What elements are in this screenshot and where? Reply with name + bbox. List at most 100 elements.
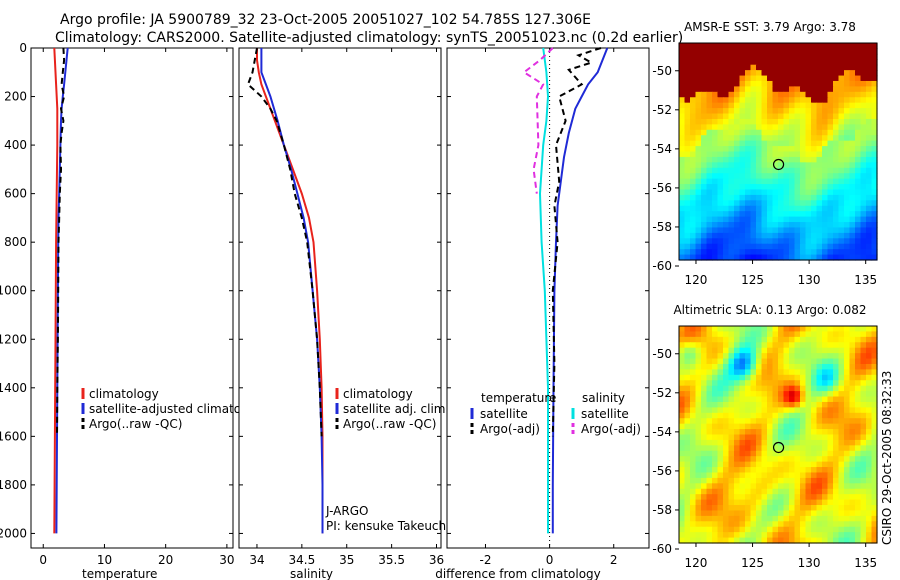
map-cell <box>706 434 713 441</box>
map-cell <box>855 456 862 463</box>
map-cell <box>816 429 823 436</box>
map-cell <box>772 178 779 185</box>
map-cell <box>734 353 741 360</box>
map-cell <box>701 118 708 125</box>
map-cell <box>838 537 845 544</box>
map-cell <box>833 515 840 522</box>
map-cell <box>679 249 686 256</box>
map-cell <box>866 526 873 533</box>
map-cell <box>706 140 713 147</box>
map-cell <box>844 80 851 87</box>
map-cell <box>783 162 790 169</box>
map-cell <box>860 162 867 169</box>
map-cell <box>684 102 691 109</box>
map-cell <box>827 43 834 50</box>
map-cell <box>778 216 785 223</box>
map-cell <box>745 80 752 87</box>
map-cell <box>772 249 779 256</box>
map-cell <box>712 385 719 392</box>
map-cell <box>712 494 719 501</box>
map-cell <box>805 113 812 120</box>
map-cell <box>794 472 801 479</box>
map-cell <box>844 347 851 354</box>
map-cell <box>844 336 851 343</box>
map-cell <box>684 331 691 338</box>
map-cell <box>723 129 730 136</box>
map-cell <box>855 64 862 71</box>
map-cell <box>778 401 785 408</box>
map-cell <box>750 521 757 528</box>
map-cell <box>827 412 834 419</box>
map-cell <box>728 461 735 468</box>
map-cell <box>745 129 752 136</box>
map-cell <box>833 537 840 544</box>
map-cell <box>723 326 730 333</box>
map-cell <box>811 189 818 196</box>
map-cell <box>717 178 724 185</box>
map-cell <box>761 118 768 125</box>
map-cell <box>844 64 851 71</box>
map-cell <box>723 396 730 403</box>
map-cell <box>756 510 763 517</box>
map-cell <box>827 129 834 136</box>
map-cell <box>789 450 796 457</box>
map-cell <box>855 358 862 365</box>
map-cell <box>866 450 873 457</box>
map-cell <box>761 64 768 71</box>
map-cell <box>772 86 779 93</box>
map-cell <box>750 118 757 125</box>
map-cell <box>855 162 862 169</box>
map-cell <box>745 461 752 468</box>
map-cell <box>833 439 840 446</box>
map-cell <box>756 363 763 370</box>
map-cell <box>811 254 818 261</box>
map-cell <box>794 135 801 142</box>
map-title: Altimetric SLA: 0.13 Argo: 0.082 <box>673 303 866 317</box>
map-cell <box>684 243 691 250</box>
map-cell <box>728 342 735 349</box>
map-cell <box>783 374 790 381</box>
map-cell <box>750 48 757 55</box>
map-cell <box>871 118 878 125</box>
map-cell <box>695 64 702 71</box>
map-cell <box>833 249 840 256</box>
map-cell <box>833 385 840 392</box>
map-cell <box>860 167 867 174</box>
map-cell <box>717 521 724 528</box>
map-cell <box>860 374 867 381</box>
map-cell <box>855 472 862 479</box>
map-cell <box>767 445 774 452</box>
map-cell <box>717 173 724 180</box>
map-cell <box>800 521 807 528</box>
map-cell <box>849 510 856 517</box>
map-cell <box>805 146 812 153</box>
map-cell <box>767 467 774 474</box>
map-cell <box>816 515 823 522</box>
map-cell <box>767 532 774 539</box>
map-cell <box>767 429 774 436</box>
map-cell <box>794 113 801 120</box>
map-cell <box>684 205 691 212</box>
map-cell <box>761 184 768 191</box>
map-cell <box>706 86 713 93</box>
map-cell <box>800 532 807 539</box>
map-cell <box>827 173 834 180</box>
map-cell <box>849 488 856 495</box>
map-cell <box>866 477 873 484</box>
map-cell <box>811 369 818 376</box>
map-cell <box>860 477 867 484</box>
map-cell <box>778 532 785 539</box>
map-cell <box>750 488 757 495</box>
map-cell <box>860 254 867 261</box>
map-cell <box>695 108 702 115</box>
map-cell <box>767 385 774 392</box>
map-cell <box>734 97 741 104</box>
map-cell <box>761 238 768 245</box>
map-cell <box>690 135 697 142</box>
map-cell <box>789 156 796 163</box>
map-cell <box>800 189 807 196</box>
map-cell <box>734 363 741 370</box>
map-cell <box>827 336 834 343</box>
map-cell <box>761 407 768 414</box>
map-cell <box>767 156 774 163</box>
